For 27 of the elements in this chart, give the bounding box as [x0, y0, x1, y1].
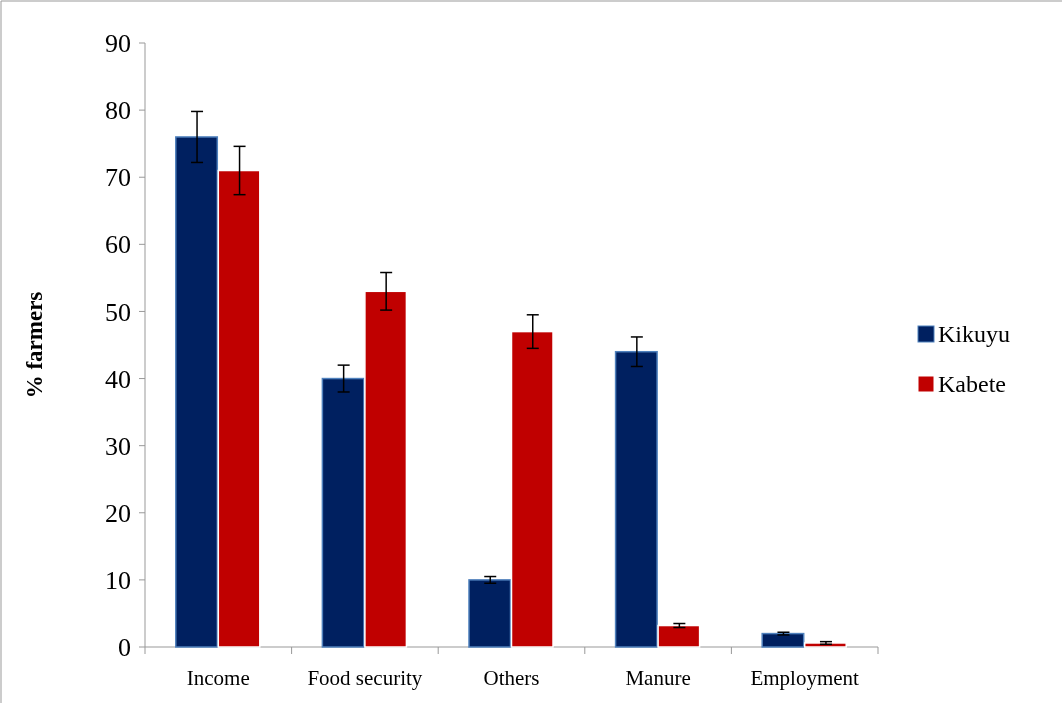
bar: [614, 350, 658, 648]
y-tick-label: 20: [105, 498, 131, 528]
y-tick-label: 30: [105, 431, 131, 461]
y-tick-label: 0: [118, 633, 131, 663]
y-tick-label: 90: [105, 29, 131, 59]
bar: [175, 136, 219, 648]
x-tick-label: Employment: [750, 666, 860, 690]
x-tick-label: Food security: [307, 666, 423, 690]
legend-label: Kabete: [938, 371, 1006, 398]
bar: [468, 579, 512, 648]
y-tick-label: 50: [105, 297, 131, 327]
bar: [657, 624, 701, 648]
y-tick-label: 80: [105, 96, 131, 126]
y-tick-label: 70: [105, 163, 131, 193]
bar: [217, 169, 261, 648]
bar: [510, 330, 554, 648]
bar: [364, 290, 408, 648]
x-tick-label: Others: [483, 666, 540, 690]
bar: [321, 377, 365, 648]
x-tick-label: Manure: [625, 666, 691, 690]
legend-label: Kikuyu: [938, 321, 1010, 348]
y-tick-label: 60: [105, 230, 131, 260]
y-tick-label: 10: [105, 565, 131, 595]
bar: [761, 632, 805, 648]
y-axis-title: % farmers: [22, 291, 47, 399]
x-tick-label: Income: [186, 666, 250, 690]
y-tick-label: 40: [105, 364, 131, 394]
